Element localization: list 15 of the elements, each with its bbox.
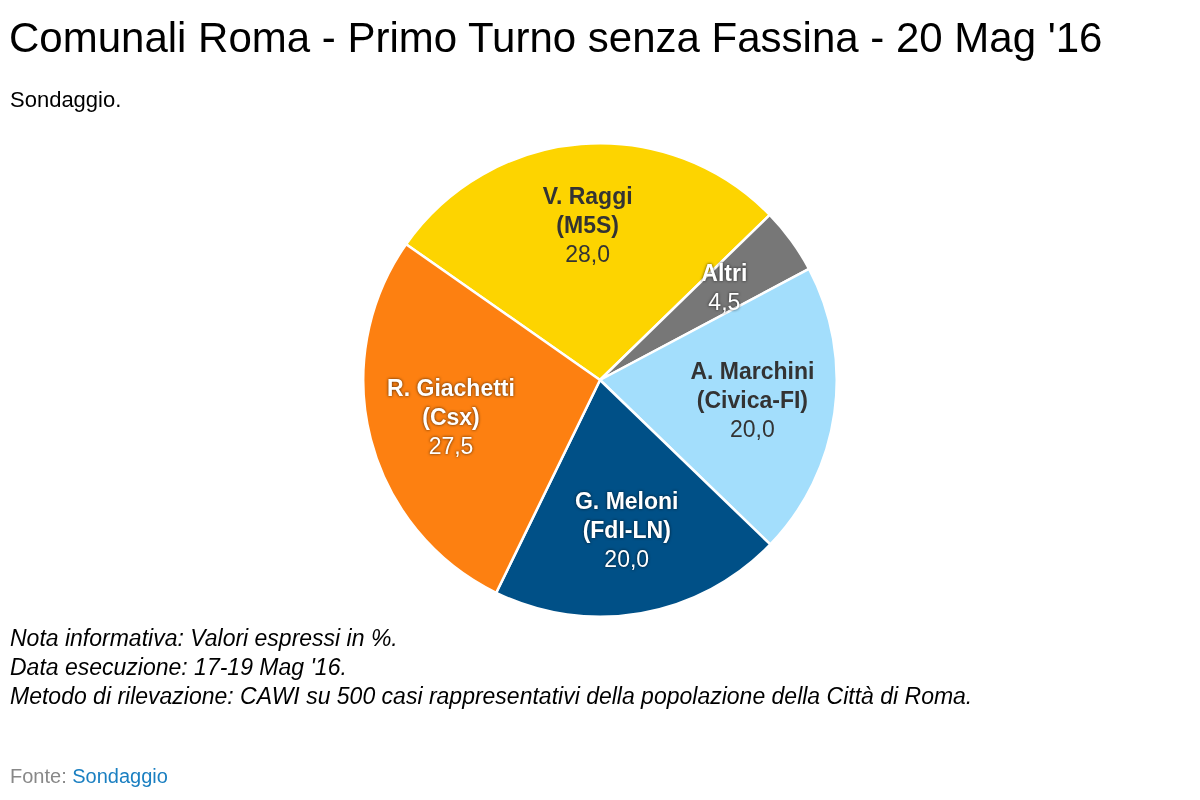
text: Sondaggio. (10, 87, 122, 113)
chart-title: Comunali Roma - Primo Turno senza Fassina - 20 Mag '16 (9, 14, 1103, 62)
data-label: 27,5 (428, 432, 474, 459)
text: Metodo di rilevazione: CAWI su 500 casi rappresentativi della popolazione della Città di Roma. (10, 682, 973, 711)
data-label: 28,0 (565, 240, 611, 267)
data-label: 4,5 (708, 289, 741, 316)
data-label: 20,0 (604, 545, 650, 572)
text: Data esecuzione: 17-19 Mag '16. (10, 653, 348, 682)
slice-label: R. Giachetti (Csx) (387, 374, 515, 430)
slice-label: G. Meloni (FdI-LN) (574, 487, 679, 543)
data-label: 20,0 (730, 415, 775, 442)
source-note: Fonte: Sondaggio (10, 765, 168, 787)
slice-label: A. Marchini (Civica-FI) (690, 357, 815, 413)
text: Nota informativa: Valori espressi in %. (10, 624, 399, 653)
slice-label: V. Raggi (M5S) (542, 182, 633, 238)
